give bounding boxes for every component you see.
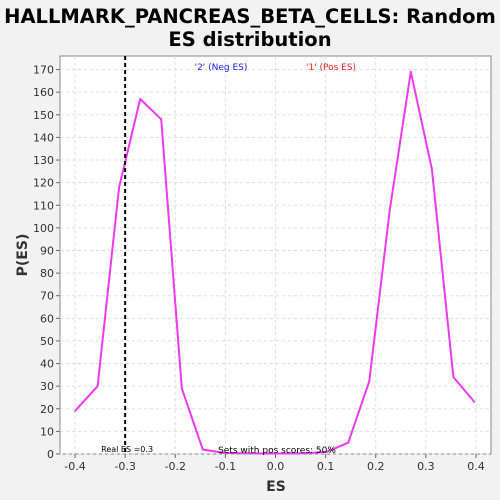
marker-layer: Real ES =0.3 bbox=[101, 56, 153, 454]
y-tick-label: 20 bbox=[40, 403, 54, 416]
es-data-point bbox=[96, 385, 99, 387]
es-data-point bbox=[410, 71, 412, 73]
y-tick-label: 30 bbox=[40, 380, 54, 393]
es-data-point bbox=[431, 168, 433, 170]
legend-pos-es: '1' (Pos ES) bbox=[306, 63, 356, 73]
es-data-point bbox=[74, 410, 76, 412]
y-tick-label: 140 bbox=[33, 131, 54, 144]
x-tick-label: -0.1 bbox=[215, 460, 236, 473]
es-data-point bbox=[347, 441, 349, 444]
es-data-point bbox=[305, 452, 308, 455]
x-tick-label: -0.4 bbox=[64, 460, 85, 473]
x-axis-label: ES bbox=[266, 479, 286, 495]
y-tick-label: 110 bbox=[33, 199, 54, 212]
x-tick-label: 0.2 bbox=[367, 460, 385, 473]
es-data-point bbox=[118, 186, 120, 188]
y-tick-label: 130 bbox=[33, 154, 54, 167]
y-tick-label: 40 bbox=[40, 358, 54, 371]
es-data-point bbox=[368, 380, 371, 383]
legend-neg-es: '2' (Neg ES) bbox=[195, 63, 248, 73]
real-es-label: Real ES =0.3 bbox=[101, 445, 153, 454]
y-tick-label: 170 bbox=[33, 64, 54, 77]
x-tick-label: 0.3 bbox=[417, 460, 435, 473]
y-tick-label: 50 bbox=[40, 335, 54, 348]
x-tick-label: -0.3 bbox=[114, 460, 135, 473]
chart-title-line1: HALLMARK_PANCREAS_BETA_CELLS: Random bbox=[4, 5, 496, 28]
y-tick-label: 80 bbox=[40, 267, 54, 280]
y-tick-label: 120 bbox=[33, 177, 54, 190]
y-tick-label: 160 bbox=[33, 86, 54, 99]
y-tick-label: 10 bbox=[40, 425, 54, 438]
y-tick-label: 70 bbox=[40, 290, 54, 303]
chart-title-line2: ES distribution bbox=[168, 28, 331, 51]
y-axis-label: P(ES) bbox=[15, 234, 31, 277]
es-data-point bbox=[388, 208, 391, 211]
es-data-point bbox=[284, 452, 287, 455]
x-tick-label: 0.0 bbox=[267, 460, 285, 473]
es-data-point bbox=[264, 452, 267, 455]
y-tick-label: 0 bbox=[47, 448, 54, 461]
es-data-point bbox=[243, 452, 246, 455]
sets-pos-scores-annotation: Sets with pos scores: 50% bbox=[218, 446, 336, 456]
series-layer bbox=[74, 70, 476, 455]
y-tick-label: 150 bbox=[33, 109, 54, 122]
x-tick-label: 0.1 bbox=[317, 460, 335, 473]
es-data-point bbox=[160, 118, 163, 121]
es-data-point bbox=[452, 376, 455, 378]
x-tick-label: -0.2 bbox=[165, 460, 186, 473]
es-data-point bbox=[326, 450, 328, 453]
x-tick-label: 0.4 bbox=[467, 460, 485, 473]
es-distribution-line bbox=[74, 70, 476, 455]
es-data-point bbox=[223, 452, 225, 454]
es-data-point bbox=[139, 98, 141, 100]
y-tick-label: 90 bbox=[40, 244, 54, 257]
y-tick-label: 60 bbox=[40, 312, 54, 325]
y-tick-label: 100 bbox=[33, 222, 54, 235]
axes-layer: -0.4 -0.3 -0.2 -0.1 0.0 0.1 0.2 0.3 0.4 0 10 20 30 40… bbox=[33, 64, 485, 473]
es-data-point bbox=[473, 401, 476, 403]
es-data-point bbox=[202, 448, 204, 451]
es-data-point bbox=[180, 387, 183, 390]
